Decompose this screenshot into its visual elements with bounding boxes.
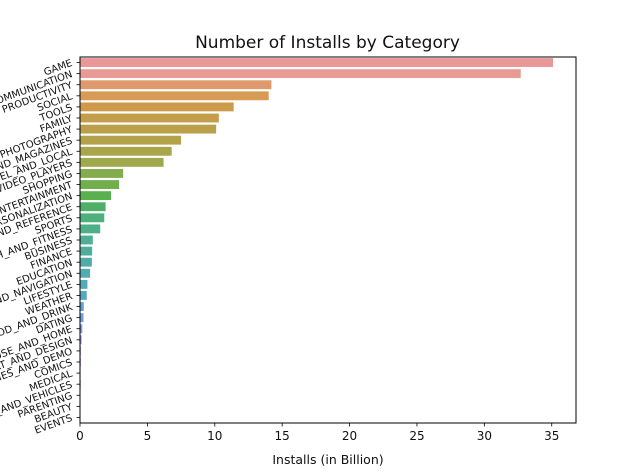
- x-tick-label: 35: [544, 429, 559, 443]
- bar-house-and-home: [80, 324, 83, 334]
- x-axis-label: Installs (in Billion): [272, 452, 383, 467]
- x-tick-label: 10: [207, 429, 222, 443]
- x-tick-labels: 0 5 10 15 20 25 30 35: [76, 423, 559, 443]
- x-tick-label: 15: [275, 429, 290, 443]
- bar-art-and-design: [80, 335, 82, 345]
- bar-education: [80, 257, 92, 267]
- bar-dating: [80, 313, 84, 323]
- bar-personalization: [80, 191, 111, 201]
- y-tick-labels: GAMECOMMUNICATIONPRODUCTIVITYSOCIALTOOLS…: [0, 58, 80, 437]
- bar-maps-and-navigation: [80, 268, 91, 278]
- bar-finance: [80, 246, 93, 256]
- bar-photography: [80, 124, 217, 134]
- x-tick-label: 0: [76, 429, 84, 443]
- bar-food-and-drink: [80, 302, 84, 311]
- bar-weather: [80, 291, 87, 300]
- x-tick-label: 25: [409, 429, 424, 443]
- bar-communication: [80, 69, 521, 79]
- bar-health-and-fitness: [80, 224, 101, 234]
- bar-game: [80, 58, 554, 67]
- bar-business: [80, 235, 93, 245]
- bar-travel-and-local: [80, 146, 172, 156]
- x-tick-label: 20: [342, 429, 357, 443]
- bar-news-and-magazines: [80, 135, 182, 145]
- bar-books-and-reference: [80, 202, 106, 212]
- bar-tools: [80, 102, 234, 112]
- bar-social: [80, 91, 269, 101]
- x-tick-label: 30: [477, 429, 492, 443]
- x-tick-label: 5: [144, 429, 152, 443]
- bar-productivity: [80, 80, 272, 90]
- bar-video-players: [80, 157, 164, 167]
- bar-family: [80, 113, 219, 123]
- bar-entertainment: [80, 180, 120, 189]
- chart-title: Number of Installs by Category: [195, 33, 460, 53]
- bars-group: [80, 58, 554, 422]
- bar-shopping: [80, 169, 124, 178]
- bar-lifestyle: [80, 279, 88, 289]
- bar-sports: [80, 213, 105, 223]
- plot-frame: [79, 56, 577, 424]
